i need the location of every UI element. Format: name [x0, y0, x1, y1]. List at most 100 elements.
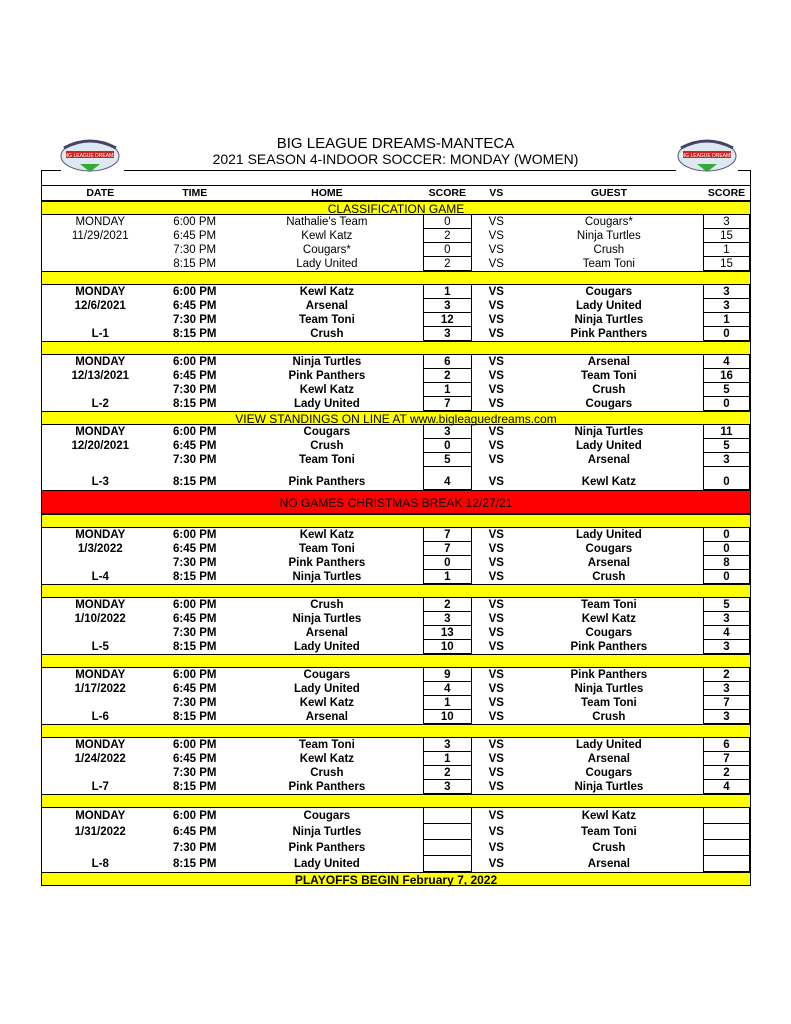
- game-row: 7:30 PM Kewl Katz 1 VS Team Toni 7: [42, 696, 750, 710]
- vs-label: VS: [488, 697, 504, 709]
- home-team: Team Toni: [298, 454, 355, 466]
- home-score: 2: [422, 766, 472, 780]
- game-date: [42, 696, 159, 710]
- game-row: 12/13/2021 6:45 PM Pink Panthers 2 VS Team To…: [42, 369, 750, 383]
- game-time: 8:15 PM: [173, 258, 217, 270]
- game-time: 8:15 PM: [172, 398, 217, 410]
- game-row: 7:30 PM Arsenal 13 VS Cougars 4: [42, 626, 750, 640]
- game-date: MONDAY: [75, 356, 126, 368]
- guest-score: 5: [702, 598, 750, 612]
- game-time: 8:15 PM: [172, 328, 217, 340]
- home-score: 4: [422, 467, 472, 490]
- svg-text:BIG LEAGUE DREAMS: BIG LEAGUE DREAMS: [680, 153, 734, 159]
- game-row: L-7 8:15 PM Pink Panthers 3 VS Ninja Turtles 4: [42, 780, 750, 794]
- header-score: SCORE: [428, 187, 467, 199]
- vs-label: VS: [488, 314, 504, 326]
- game-row: L-6 8:15 PM Arsenal 10 VS Crush 3: [42, 710, 750, 724]
- guest-team: Cougars: [585, 543, 633, 555]
- game-date: [42, 257, 159, 271]
- guest-team: Team Toni: [582, 258, 635, 270]
- section-bar: [42, 654, 750, 668]
- home-score: 3: [422, 780, 472, 794]
- home-team: Ninja Turtles: [292, 613, 362, 625]
- guest-team: Pink Panthers: [570, 641, 648, 653]
- game-time: 8:15 PM: [172, 781, 217, 793]
- vs-label: VS: [488, 858, 504, 870]
- guest-score: 8: [702, 556, 750, 570]
- game-date: [42, 556, 159, 570]
- game-row: 7:30 PM Pink Panthers VS Crush: [42, 840, 750, 856]
- guest-score: 7: [702, 752, 750, 766]
- vs-label: VS: [488, 476, 504, 488]
- home-score: [422, 824, 472, 840]
- game-row: MONDAY 6:00 PM Team Toni 3 VS Lady United 6: [42, 738, 750, 752]
- guest-team: Arsenal: [587, 356, 630, 368]
- guest-team: Team Toni: [580, 370, 637, 382]
- guest-team: Cougars*: [584, 216, 633, 228]
- guest-score: [702, 856, 750, 872]
- section-bar: [42, 341, 750, 355]
- home-team: Lady United: [293, 858, 360, 870]
- home-score: 5: [422, 453, 472, 467]
- home-score: 9: [422, 668, 472, 682]
- home-team: Cougars*: [302, 244, 351, 256]
- vs-label: VS: [488, 543, 504, 555]
- header-time: TIME: [182, 187, 208, 199]
- game-row: 7:30 PM Kewl Katz 1 VS Crush 5: [42, 383, 750, 397]
- home-score: 7: [422, 542, 472, 556]
- schedule-table: DATE TIME HOME SCORE VS GUEST SCORE CLAS…: [41, 170, 751, 887]
- game-time: 8:15 PM: [172, 476, 217, 488]
- guest-team: Crush: [592, 842, 626, 854]
- home-team: Team Toni: [298, 543, 355, 555]
- game-time: 6:45 PM: [172, 826, 217, 838]
- game-time: 6:00 PM: [172, 529, 217, 541]
- home-team: Ninja Turtles: [292, 356, 362, 368]
- vs-label: VS: [488, 258, 504, 270]
- home-team: Crush: [310, 328, 344, 340]
- game-date: 12/20/2021: [71, 440, 130, 452]
- home-score: [422, 808, 472, 824]
- guest-score: 4: [702, 780, 750, 794]
- game-date: 12/6/2021: [74, 300, 126, 312]
- game-row: 7:30 PM Crush 2 VS Cougars 2: [42, 766, 750, 780]
- guest-team: Crush: [593, 244, 625, 256]
- guest-team: Ninja Turtles: [574, 426, 644, 438]
- vs-label: VS: [488, 669, 504, 681]
- game-row: MONDAY 6:00 PM Cougars VS Kewl Katz: [42, 808, 750, 824]
- game-row: MONDAY 6:00 PM Crush 2 VS Team Toni 5: [42, 598, 750, 612]
- section-bar: PLAYOFFS BEGIN February 7, 2022: [42, 872, 750, 887]
- guest-team: Cougars: [585, 398, 633, 410]
- guest-score: [702, 840, 750, 856]
- guest-team: Ninja Turtles: [574, 781, 644, 793]
- home-score: 0: [422, 243, 472, 257]
- game-date: 1/31/2022: [74, 826, 126, 838]
- guest-score: 2: [702, 766, 750, 780]
- guest-score: 3: [702, 640, 750, 654]
- game-time: 7:30 PM: [172, 454, 217, 466]
- vs-label: VS: [488, 454, 504, 466]
- home-team: Crush: [310, 767, 344, 779]
- home-score: 0: [422, 215, 472, 229]
- guest-team: Team Toni: [580, 599, 637, 611]
- game-time: 6:00 PM: [172, 356, 217, 368]
- guest-score: 0: [702, 570, 750, 584]
- guest-team: Kewl Katz: [581, 613, 637, 625]
- section-bar: VIEW STANDINGS ON LINE AT www.bigleagued…: [42, 411, 750, 426]
- home-team: Cougars: [303, 669, 351, 681]
- home-score: 2: [422, 257, 472, 271]
- guest-team: Arsenal: [587, 454, 630, 466]
- game-row: 1/31/2022 6:45 PM Ninja Turtles VS Team Toni: [42, 824, 750, 840]
- home-team: Arsenal: [305, 300, 348, 312]
- home-score: 1: [422, 383, 472, 397]
- home-score: 2: [422, 229, 472, 243]
- home-team: Nathalie's Team: [286, 216, 368, 228]
- home-team: Lady United: [293, 683, 360, 695]
- vs-label: VS: [488, 440, 504, 452]
- game-date: [42, 840, 159, 856]
- game-time: 6:45 PM: [172, 753, 217, 765]
- vs-label: VS: [488, 781, 504, 793]
- guest-team: Cougars: [585, 286, 633, 298]
- home-team: Pink Panthers: [288, 476, 366, 488]
- guest-team: Cougars: [585, 627, 633, 639]
- game-date: [42, 313, 159, 327]
